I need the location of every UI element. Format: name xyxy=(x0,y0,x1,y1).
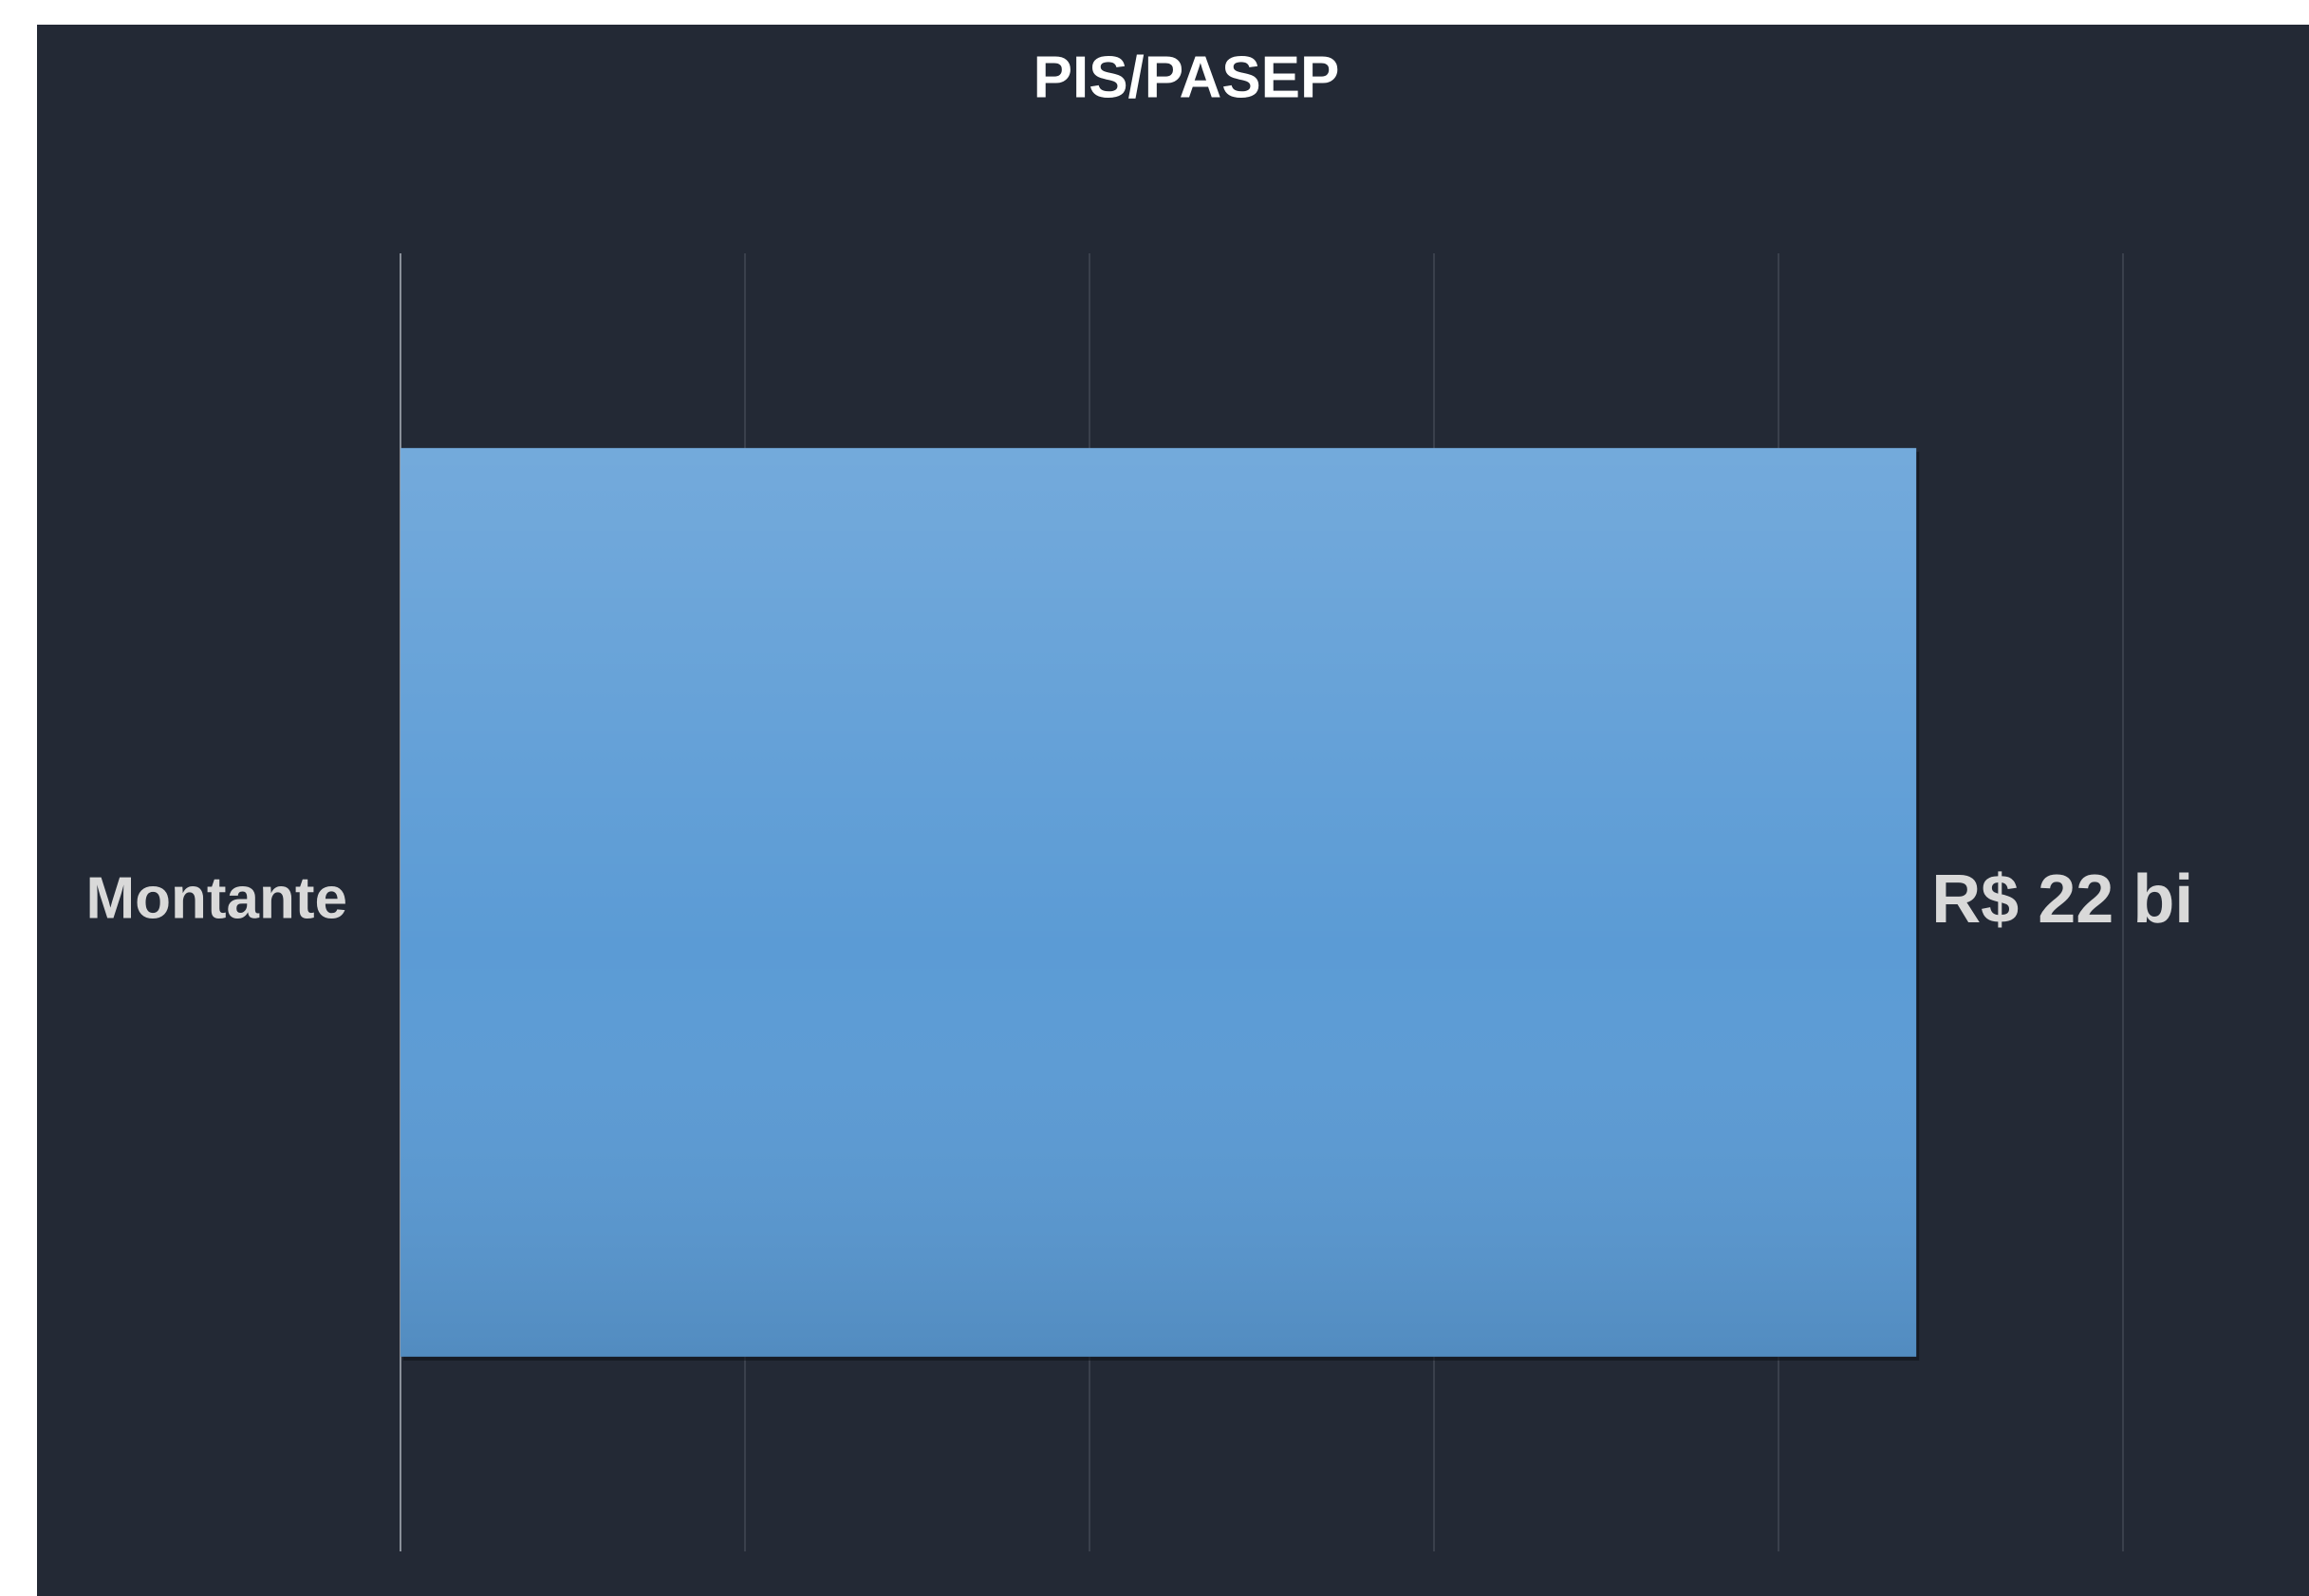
chart-title: PIS/PASEP xyxy=(1033,45,1340,110)
y-tick-label: Montante xyxy=(85,865,347,931)
bar-shine xyxy=(400,448,1917,1357)
value-label: R$ 22 bi xyxy=(1931,862,2193,937)
